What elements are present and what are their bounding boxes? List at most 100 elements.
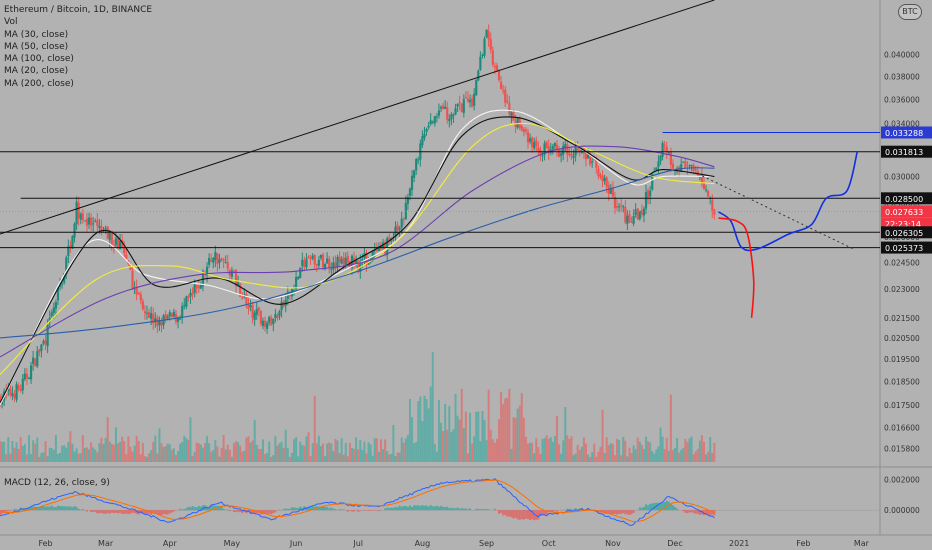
macd-histogram-bar <box>533 510 536 521</box>
macd-histogram-bar <box>338 509 341 511</box>
macd-histogram-bar <box>241 510 244 514</box>
volume-bar <box>183 435 186 462</box>
macd-histogram-bar <box>613 510 616 514</box>
candle-body <box>646 190 650 198</box>
macd-histogram-bar <box>56 505 59 511</box>
macd-histogram-bar <box>709 510 712 516</box>
macd-histogram-bar <box>696 510 699 514</box>
macd-histogram-bar <box>377 510 380 512</box>
candle-body <box>435 116 438 118</box>
price-tick-label: 0.020500 <box>884 334 920 343</box>
macd-histogram-bar <box>661 502 664 511</box>
volume-bar <box>117 443 120 462</box>
macd-histogram-bar <box>477 508 480 511</box>
volume-bar <box>402 442 405 462</box>
candle-body <box>489 38 492 50</box>
candle-body <box>338 256 341 263</box>
macd-histogram-bar <box>394 506 397 511</box>
indicator-ma30[interactable]: MA (30, close) <box>4 29 69 40</box>
falling-projection-line <box>697 173 854 250</box>
quote-currency-badge[interactable]: BTC <box>898 4 922 20</box>
volume-bar <box>508 388 511 462</box>
volume-bar <box>230 456 233 462</box>
volume-bar <box>143 456 146 462</box>
candle-body <box>408 188 412 196</box>
macd-histogram-bar <box>609 510 612 515</box>
candle-body <box>344 257 347 267</box>
price-tick-label: 0.019500 <box>884 355 920 364</box>
macd-histogram-bar <box>481 509 484 511</box>
volume-bar <box>11 440 14 462</box>
candle-body <box>450 114 453 120</box>
candle-body <box>566 144 569 155</box>
macd-histogram-bar <box>402 505 405 511</box>
candle-body <box>386 238 389 256</box>
macd-histogram-bar <box>616 510 619 515</box>
candle-body <box>332 262 335 270</box>
volume-bar <box>620 455 623 462</box>
candle-body <box>87 217 91 225</box>
macd-histogram-bar <box>160 510 163 515</box>
macd-histogram-bar <box>555 510 558 512</box>
macd-histogram-bar <box>272 510 275 514</box>
candle-body <box>342 257 345 265</box>
macd-histogram-bar <box>69 506 72 511</box>
macd-histogram-bar <box>307 506 310 511</box>
volume-bar <box>286 448 289 462</box>
macd-histogram-bar <box>125 510 128 514</box>
volume-bar <box>75 448 78 462</box>
forecast-path-red <box>718 217 755 318</box>
macd-histogram-bar <box>359 510 362 511</box>
volume-bar <box>40 452 43 462</box>
macd-histogram-bar <box>353 510 356 512</box>
candle-body <box>118 240 122 250</box>
candle-body <box>671 163 675 169</box>
indicator-ma200[interactable]: MA (200, close) <box>4 78 74 89</box>
volume-bar <box>442 431 445 462</box>
macd-histogram-bar <box>537 510 540 520</box>
indicator-ma100[interactable]: MA (100, close) <box>4 54 74 65</box>
macd-histogram-bar <box>166 510 169 515</box>
candle-body <box>34 358 37 367</box>
volume-bar <box>336 440 339 462</box>
volume-bar <box>642 448 645 462</box>
volume-bar <box>597 451 600 462</box>
volume-bar <box>177 450 180 462</box>
volume-bar <box>473 436 476 462</box>
macd-histogram-bar <box>162 510 165 515</box>
volume-bar <box>328 442 331 462</box>
time-tick-label: Feb <box>796 539 810 548</box>
candle-body <box>413 170 416 178</box>
macd-histogram-bar <box>427 506 430 511</box>
candle-body <box>79 213 82 220</box>
volume-bar <box>50 448 53 462</box>
indicator-vol[interactable]: Vol <box>4 17 18 28</box>
forecast-path-blue <box>718 151 858 252</box>
macd-histogram-bar <box>5 510 8 512</box>
volume-bar <box>203 443 206 462</box>
volume-bar <box>504 398 507 462</box>
candle-body <box>591 161 594 163</box>
candle-body <box>71 235 74 249</box>
macd-histogram-bar <box>522 510 525 520</box>
volume-bar <box>705 454 708 462</box>
macd-legend[interactable]: MACD (12, 26, close, 9) <box>4 478 110 488</box>
indicator-ma20[interactable]: MA (20, close) <box>4 66 69 77</box>
volume-bar <box>0 440 1 462</box>
volume-bar <box>181 441 184 462</box>
macd-histogram-bar <box>429 505 432 511</box>
candle-body <box>137 293 140 295</box>
macd-histogram-bar <box>42 505 45 511</box>
volume-bar <box>593 443 596 462</box>
macd-histogram-bar <box>448 508 451 511</box>
time-tick-label: Aug <box>415 539 431 548</box>
macd-histogram-bar <box>224 509 227 511</box>
price-badge-label: 0.025373 <box>885 244 923 253</box>
candle-body <box>586 154 590 159</box>
volume-bar <box>653 453 656 462</box>
indicator-ma50[interactable]: MA (50, close) <box>4 41 69 52</box>
macd-histogram-bar <box>475 508 478 511</box>
macd-histogram-bar <box>649 503 652 511</box>
